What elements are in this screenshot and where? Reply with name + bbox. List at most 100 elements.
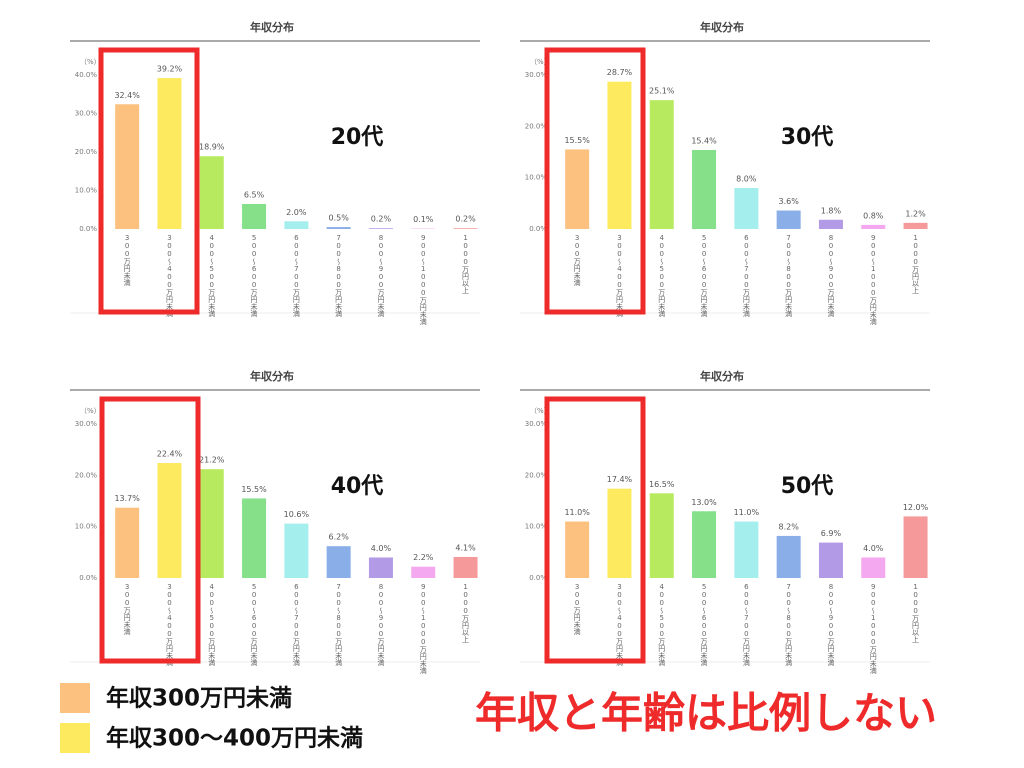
value-label: 12.0% [903, 503, 929, 512]
bar [284, 523, 309, 578]
legend-swatch [60, 723, 90, 753]
y-tick-label: 30.0% [525, 71, 548, 79]
x-tick-label: 300〜400万円未満 [615, 234, 623, 318]
value-label: 1.2% [905, 209, 926, 218]
value-label: 11.0% [734, 508, 760, 517]
bar [776, 535, 801, 578]
value-label: 28.7% [607, 68, 633, 77]
value-label: 2.2% [413, 553, 434, 562]
age-label: 20代 [331, 125, 384, 150]
x-tick-label: 600〜700万円未満 [292, 234, 300, 318]
bar [692, 511, 717, 578]
bar [607, 81, 632, 229]
x-tick-label: 600〜700万円未満 [292, 583, 300, 667]
y-unit: （%） [530, 58, 551, 66]
y-tick-label: 10.0% [75, 187, 98, 195]
legend-label: 年収300万円未満 [106, 685, 292, 712]
value-label: 4.1% [455, 543, 476, 552]
y-unit: （%） [80, 407, 101, 415]
x-tick-label: 500〜600万円未満 [250, 234, 258, 318]
chart-title: 年収分布 [700, 369, 744, 383]
bar [734, 187, 759, 229]
value-label: 15.4% [691, 136, 717, 145]
bar [326, 227, 351, 229]
x-tick-label: 800〜900万円未満 [827, 234, 835, 318]
x-tick-label: 900〜1000万円未満 [869, 234, 877, 326]
bar [199, 156, 224, 229]
value-label: 4.0% [371, 544, 392, 553]
x-tick-label: 800〜900万円未満 [377, 234, 385, 318]
y-tick-label: 20.0% [525, 122, 548, 130]
y-tick-label: 20.0% [75, 148, 98, 156]
value-label: 2.0% [286, 208, 307, 217]
bar [453, 556, 478, 578]
x-tick-label: 800〜900万円未満 [377, 583, 385, 667]
value-label: 6.5% [244, 190, 265, 199]
value-label: 39.2% [157, 65, 183, 74]
bar [157, 463, 182, 578]
bar [734, 521, 759, 578]
value-label: 3.6% [778, 197, 799, 206]
x-tick-label: 900〜1000万円未満 [419, 234, 427, 326]
y-tick-label: 10.0% [75, 523, 98, 531]
bar [818, 219, 843, 229]
x-tick-label: 700〜800万円未満 [785, 234, 793, 318]
bar [649, 100, 674, 229]
x-tick-label: 300〜400万円未満 [615, 583, 623, 667]
bar [199, 469, 224, 578]
bar [411, 566, 436, 578]
chart-title: 年収分布 [250, 369, 294, 383]
y-tick-label: 10.0% [525, 174, 548, 182]
y-unit: （%） [80, 58, 101, 66]
x-tick-label: 1000万円以上 [462, 234, 470, 294]
bar [368, 557, 393, 578]
bar [565, 149, 590, 229]
value-label: 16.5% [649, 480, 675, 489]
value-label: 32.4% [114, 91, 140, 100]
chart-title: 年収分布 [700, 20, 744, 34]
x-tick-label: 500〜600万円未満 [700, 234, 708, 318]
x-tick-label: 300〜400万円未満 [165, 583, 173, 667]
x-tick-label: 900〜1000万円未満 [419, 583, 427, 675]
y-unit: （%） [530, 407, 551, 415]
age-label: 30代 [781, 125, 834, 150]
value-label: 13.0% [691, 498, 717, 507]
value-label: 0.5% [328, 214, 349, 223]
age-label: 50代 [781, 474, 834, 499]
bar [242, 498, 267, 578]
bar [861, 557, 886, 578]
bar [326, 546, 351, 578]
value-label: 22.4% [157, 450, 183, 459]
bar [368, 228, 393, 229]
x-tick-label: 600〜700万円未満 [742, 583, 750, 667]
value-label: 6.9% [821, 529, 842, 538]
value-label: 0.2% [371, 215, 392, 224]
value-label: 8.0% [736, 174, 757, 183]
bar [607, 488, 632, 578]
x-tick-label: 300万円未満 [123, 234, 131, 287]
bar [692, 149, 717, 229]
y-tick-label: 20.0% [75, 471, 98, 479]
x-tick-label: 300〜400万円未満 [165, 234, 173, 318]
bar [115, 104, 140, 229]
bar [776, 210, 801, 229]
y-tick-label: 0.0% [529, 225, 547, 233]
x-tick-label: 700〜800万円未満 [335, 234, 343, 318]
value-label: 10.6% [284, 510, 310, 519]
value-label: 21.2% [199, 456, 225, 465]
bar [903, 516, 928, 578]
value-label: 0.8% [863, 211, 884, 220]
value-label: 1.8% [821, 206, 842, 215]
x-tick-label: 300万円未満 [123, 583, 131, 636]
bar [818, 542, 843, 578]
x-tick-label: 700〜800万円未満 [335, 583, 343, 667]
value-label: 8.2% [778, 522, 799, 531]
bar [157, 78, 182, 229]
x-tick-label: 500〜600万円未満 [700, 583, 708, 667]
value-label: 18.9% [199, 143, 225, 152]
y-tick-label: 30.0% [525, 420, 548, 428]
x-tick-label: 400〜500万円未満 [208, 234, 216, 318]
bar [565, 521, 590, 578]
